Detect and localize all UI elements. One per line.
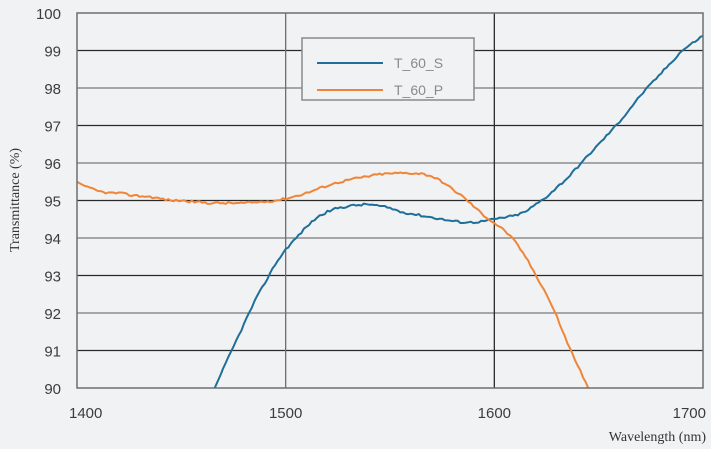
y-tick-label: 92 bbox=[44, 306, 61, 323]
data-series bbox=[77, 34, 703, 388]
y-tick-label: 95 bbox=[44, 194, 61, 211]
y-axis-ticks: 90 91 92 93 94 95 96 97 98 99 100 bbox=[36, 6, 61, 398]
y-tick-label: 97 bbox=[44, 119, 61, 136]
y-tick-label: 94 bbox=[44, 231, 61, 248]
legend-label-p: T_60_P bbox=[394, 82, 443, 98]
y-tick-label: 99 bbox=[44, 44, 61, 61]
plot-frame bbox=[76, 12, 704, 389]
y-tick-label: 98 bbox=[44, 81, 61, 98]
y-axis-title: Transmittance (%) bbox=[8, 148, 23, 252]
y-tick-label: 90 bbox=[44, 381, 61, 398]
y-tick-label: 93 bbox=[44, 269, 61, 286]
y-tick-label: 96 bbox=[44, 156, 61, 173]
y-tick-label: 100 bbox=[36, 6, 61, 23]
x-tick-label: 1500 bbox=[269, 405, 302, 422]
legend-label-s: T_60_S bbox=[394, 55, 443, 71]
x-tick-label: 1400 bbox=[69, 405, 102, 422]
legend: T_60_S T_60_P bbox=[301, 37, 475, 101]
x-tick-label: 1600 bbox=[478, 405, 511, 422]
x-axis-ticks: 1400 1500 1600 1700 bbox=[69, 405, 706, 422]
series-line-t-60-s bbox=[213, 34, 703, 388]
x-tick-label: 1700 bbox=[673, 405, 706, 422]
x-axis-title: Wavelength (nm) bbox=[609, 430, 707, 445]
y-tick-label: 91 bbox=[44, 344, 61, 361]
series-line-t-60-p bbox=[77, 171, 590, 388]
